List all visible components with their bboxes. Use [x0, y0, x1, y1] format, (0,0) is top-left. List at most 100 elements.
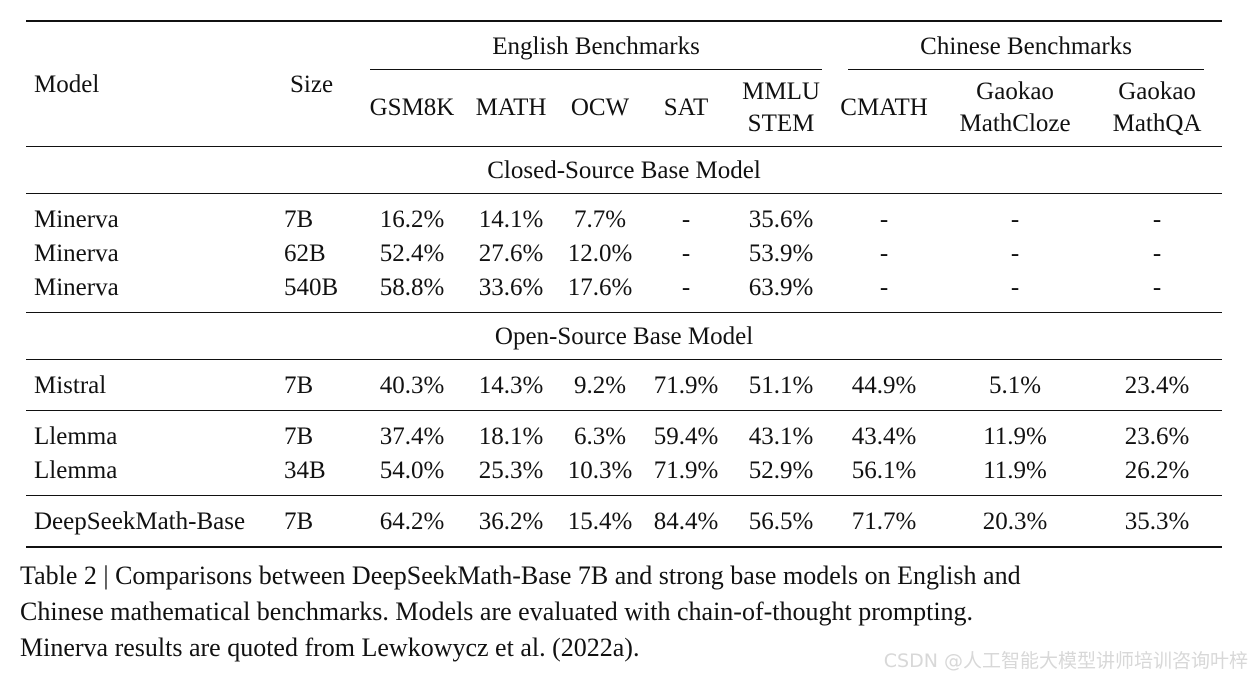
- cell-mmlu-stem: 43.1%: [748, 422, 814, 450]
- cell-mmlu-stem: 52.9%: [748, 456, 814, 484]
- caption-line: Table 2 | Comparisons between DeepSeekMa…: [20, 561, 1021, 590]
- table-row: Llemma 34B 54.0% 25.3% 10.3% 71.9% 52.9%…: [26, 453, 1222, 496]
- table-row: Minerva 62B 52.4% 27.6% 12.0% - 53.9% - …: [26, 236, 1222, 270]
- col-sat: SAT: [663, 94, 709, 121]
- model-column-header: Model: [34, 70, 100, 98]
- cell-gsm8k: 52.4%: [379, 239, 445, 267]
- cell-gsm8k: 54.0%: [379, 456, 445, 484]
- cell-math: 27.6%: [478, 239, 544, 267]
- cell-mmlu-stem: 53.9%: [748, 239, 814, 267]
- col-ocw: OCW: [570, 94, 630, 121]
- cell-math: 36.2%: [478, 507, 544, 535]
- cell-gaokao-mathcloze: -: [1010, 273, 1020, 301]
- cell-sat: 71.9%: [653, 456, 719, 484]
- english-benchmarks-label: English Benchmarks: [370, 30, 823, 70]
- model-size: 7B: [284, 371, 314, 399]
- group-header-row: Model Size English Benchmarks Chinese Be…: [26, 21, 1223, 98]
- cell-sat: 71.9%: [653, 371, 719, 399]
- chinese-benchmarks-label: Chinese Benchmarks: [848, 30, 1205, 70]
- cell-ocw: 7.7%: [573, 205, 627, 233]
- cell-gaokao-mathqa: 26.2%: [1124, 456, 1190, 484]
- model-size: 540B: [284, 273, 339, 301]
- closed-source-section-row: Closed-Source Base Model: [26, 146, 1223, 194]
- chinese-benchmarks-header: Chinese Benchmarks: [830, 21, 1222, 70]
- cell-ocw: 9.2%: [573, 371, 627, 399]
- cell-gaokao-mathqa: -: [1152, 239, 1162, 267]
- cell-sat: 59.4%: [653, 422, 719, 450]
- cell-ocw: 17.6%: [567, 273, 633, 301]
- watermark: CSDN @人工智能大模型讲师培训咨询叶梓: [883, 650, 1248, 672]
- cell-math: 25.3%: [478, 456, 544, 484]
- cell-cmath: 43.4%: [851, 422, 917, 450]
- model-name: Llemma: [34, 456, 118, 484]
- table-row: Mistral 7B 40.3% 14.3% 9.2% 71.9% 51.1% …: [26, 359, 1223, 411]
- cell-gaokao-mathqa: 23.4%: [1124, 371, 1190, 399]
- cell-sat: -: [681, 273, 691, 301]
- cell-gaokao-mathqa: -: [1152, 273, 1162, 301]
- cell-gaokao-mathcloze: 11.9%: [983, 456, 1047, 484]
- cell-math: 14.1%: [478, 205, 544, 233]
- cell-gsm8k: 58.8%: [379, 273, 445, 301]
- cell-mmlu-stem: 51.1%: [748, 371, 814, 399]
- cell-mmlu-stem: 56.5%: [748, 507, 814, 535]
- cell-cmath: 71.7%: [851, 507, 917, 535]
- model-name: Llemma: [34, 422, 118, 450]
- results-table-container: Model Size English Benchmarks Chinese Be…: [26, 20, 1223, 548]
- model-name: DeepSeekMath-Base: [34, 507, 246, 535]
- cell-ocw: 12.0%: [567, 239, 633, 267]
- cell-sat: 84.4%: [653, 507, 719, 535]
- cell-gsm8k: 40.3%: [379, 371, 445, 399]
- cell-cmath: -: [879, 273, 889, 301]
- cell-gaokao-mathcloze: -: [1010, 239, 1020, 267]
- cell-ocw: 10.3%: [567, 456, 633, 484]
- col-gaokao-mathcloze: Gaokao MathCloze: [959, 78, 1071, 137]
- col-gsm8k: GSM8K: [369, 94, 455, 121]
- cell-ocw: 6.3%: [573, 422, 627, 450]
- cell-cmath: 44.9%: [851, 371, 917, 399]
- cell-gaokao-mathqa: 35.3%: [1124, 507, 1190, 535]
- open-source-section-row: Open-Source Base Model: [26, 312, 1223, 360]
- model-size: 34B: [284, 456, 326, 484]
- closed-source-section-title: Closed-Source Base Model: [487, 156, 761, 184]
- col-mmlu-stem: MMLU STEM: [742, 78, 820, 137]
- size-column-header: Size: [290, 70, 334, 98]
- cell-mmlu-stem: 63.9%: [748, 273, 814, 301]
- table-row: Minerva 540B 58.8% 33.6% 17.6% - 63.9% -…: [26, 270, 1222, 313]
- table-caption: Table 2 | Comparisons between DeepSeekMa…: [20, 558, 1240, 666]
- cell-gaokao-mathcloze: -: [1010, 205, 1020, 233]
- caption-line: Minerva results are quoted from Lewkowyc…: [20, 633, 640, 662]
- benchmark-table: Model Size English Benchmarks Chinese Be…: [26, 20, 1223, 548]
- table-row: Minerva 7B 16.2% 14.1% 7.7% - 35.6% - - …: [26, 193, 1223, 237]
- table-row-highlight: DeepSeekMath-Base 7B 64.2% 36.2% 15.4% 8…: [26, 495, 1223, 547]
- cell-gaokao-mathcloze: 20.3%: [982, 507, 1048, 535]
- cell-gaokao-mathqa: 23.6%: [1124, 422, 1190, 450]
- table-row: Llemma 7B 37.4% 18.1% 6.3% 59.4% 43.1% 4…: [26, 410, 1223, 454]
- model-name: Minerva: [34, 205, 119, 233]
- model-name: Minerva: [34, 239, 119, 267]
- column-header-row: GSM8K MATH OCW SAT MMLU STEM CMATH Gaokao…: [26, 70, 1222, 147]
- cell-mmlu-stem: 35.6%: [748, 205, 814, 233]
- model-size: 62B: [284, 239, 326, 267]
- cell-gaokao-mathqa: -: [1152, 205, 1162, 233]
- cell-cmath: -: [879, 239, 889, 267]
- cell-gsm8k: 64.2%: [379, 507, 445, 535]
- cell-gsm8k: 16.2%: [379, 205, 445, 233]
- cell-cmath: -: [879, 205, 889, 233]
- cell-sat: -: [681, 239, 691, 267]
- cell-math: 18.1%: [478, 422, 544, 450]
- english-benchmarks-header: English Benchmarks: [362, 21, 830, 70]
- col-gaokao-mathqa: Gaokao MathQA: [1112, 78, 1202, 137]
- cell-cmath: 56.1%: [851, 456, 917, 484]
- cell-gsm8k: 37.4%: [379, 422, 445, 450]
- col-math: MATH: [475, 94, 547, 121]
- cell-ocw: 15.4%: [567, 507, 633, 535]
- cell-math: 14.3%: [478, 371, 544, 399]
- caption-line: Chinese mathematical benchmarks. Models …: [20, 597, 974, 626]
- open-source-section-title: Open-Source Base Model: [494, 322, 754, 350]
- cell-math: 33.6%: [478, 273, 544, 301]
- cell-gaokao-mathcloze: 11.9%: [983, 422, 1047, 450]
- model-size: 7B: [284, 205, 314, 233]
- cell-gaokao-mathcloze: 5.1%: [989, 371, 1042, 399]
- model-name: Mistral: [34, 371, 107, 399]
- cell-sat: -: [681, 205, 691, 233]
